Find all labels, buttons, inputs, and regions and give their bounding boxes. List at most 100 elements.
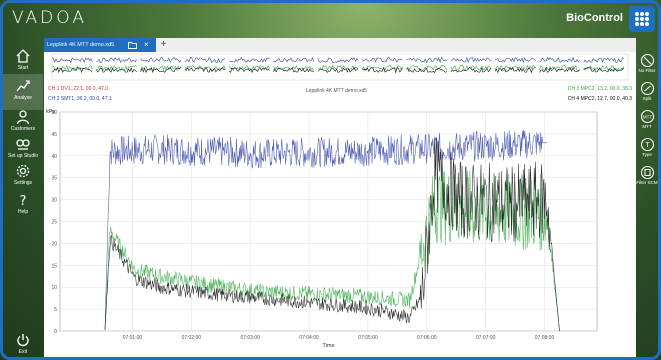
overview-series-line	[583, 67, 625, 73]
overview-series-line	[406, 56, 447, 64]
overview-series-line	[184, 66, 226, 73]
pressure-chart[interactable]: 0 5 10 15 20 25 30 35 40 45 50 07:01:00 07:02:00 07:0…	[44, 104, 636, 358]
y-axis-label: kPa	[46, 109, 56, 115]
home-icon	[16, 49, 30, 63]
overview-series-line	[140, 67, 182, 74]
x-tick-label: 07:06:00	[417, 335, 437, 341]
split-icon	[640, 81, 654, 96]
channel-4-label: CH 4 MPC2, 12.7, 00.0, 40.3	[567, 96, 632, 102]
folder-icon[interactable]	[128, 41, 137, 49]
overview-series-line	[140, 57, 182, 63]
nav-customers[interactable]: Customers	[3, 105, 43, 141]
x-tick-label: 07:02:00	[182, 335, 202, 341]
overview-series-line	[494, 64, 536, 71]
nav-customers-label: Customers	[10, 126, 36, 132]
nav-analyse[interactable]: Analyse	[3, 74, 43, 110]
overview-series-line	[273, 67, 314, 73]
app-logo: VADOA	[12, 8, 87, 28]
nav-settings-label: Settings	[13, 180, 33, 186]
overview-series-line	[539, 66, 580, 73]
overview-series-line	[406, 67, 447, 74]
brand-label: BioControl	[566, 12, 623, 24]
overview-series-line	[51, 66, 93, 74]
svg-text:?: ?	[20, 194, 27, 208]
gear-icon	[16, 164, 30, 178]
overview-series-line	[583, 65, 625, 72]
nav-start[interactable]: Start	[3, 44, 43, 80]
nav-settings[interactable]: Settings	[3, 159, 43, 195]
nav-help-label: Help	[17, 209, 29, 215]
apps-grid-button[interactable]	[629, 6, 655, 32]
left-nav: Start Analyse Customers Set up Studio Se…	[3, 38, 43, 357]
analyse-icon	[16, 80, 30, 92]
overview-series-line	[583, 57, 625, 63]
overview-title: Lepplink 4K MTT demo.xd5	[306, 88, 368, 94]
tool-filter-scm[interactable]: Filter SCM	[636, 164, 658, 190]
setup-icon	[16, 139, 30, 150]
overview-strip[interactable]	[44, 52, 636, 86]
channel-3-label: CH 3 MPC2, 13.2, 00.0, 38.3	[567, 86, 632, 92]
channel-2-label: CH 2 SMT1, 36.2, 00.0, 47.1	[48, 96, 112, 102]
series-line-2[interactable]	[104, 136, 560, 332]
y-tick-label: 35	[51, 176, 57, 182]
filter-scm-icon	[640, 165, 654, 180]
tab-bar: Lepplink 4K MTT demo.xd5 × +	[44, 38, 636, 52]
y-tick-label: 5	[54, 307, 57, 313]
tool-no-filter-label: No Filter	[638, 68, 656, 73]
tool-filter-scm-label: Filter SCM	[636, 180, 658, 185]
x-tick-label: 07:01:00	[123, 335, 143, 341]
overview-series-line	[96, 65, 137, 71]
x-tick-label: 07:07:00	[476, 335, 496, 341]
y-tick-label: 30	[51, 198, 57, 204]
overview-series-line	[228, 67, 270, 74]
top-bar: VADOA BioControl	[0, 0, 661, 38]
overview-series-line	[317, 66, 359, 73]
close-icon[interactable]: ×	[144, 40, 149, 49]
nav-analyse-label: Analyse	[14, 95, 32, 101]
y-tick-label: 25	[51, 220, 57, 226]
add-tab-button[interactable]: +	[160, 39, 167, 50]
series-line-0[interactable]	[104, 129, 547, 329]
person-icon	[16, 110, 30, 125]
nav-start-label: Start	[17, 65, 29, 71]
help-icon: ?	[20, 194, 27, 208]
tool-type[interactable]: T Type	[636, 136, 658, 162]
overview-series-line	[450, 56, 492, 63]
tool-no-filter[interactable]: No Filter	[636, 52, 658, 78]
overview-series-line	[229, 56, 270, 63]
tab-file[interactable]: Lepplink 4K MTT demo.xd5 ×	[44, 38, 156, 52]
overview-series-line	[361, 57, 403, 63]
y-tick-label: 0	[54, 329, 57, 335]
right-toolbar: No Filter Split MTT MTT T Type Filter SC…	[636, 38, 658, 357]
overview-series-line	[317, 57, 359, 63]
nav-exit[interactable]: Exit	[3, 328, 43, 360]
overview-series-line	[96, 57, 137, 63]
channel-1-label: CH 1 DV1, 22.1, 00.0, 47.0	[48, 86, 109, 92]
y-tick-label: 10	[51, 285, 57, 291]
power-icon	[17, 334, 29, 347]
tool-type-label: Type	[642, 152, 652, 157]
svg-text:T: T	[645, 142, 650, 149]
overview-series-line	[51, 57, 93, 64]
y-tick-label: 45	[51, 132, 57, 138]
tool-mtt[interactable]: MTT MTT	[636, 108, 658, 134]
overview-series-line	[273, 57, 315, 63]
overview-series-line	[539, 56, 580, 63]
overview-series-line	[317, 64, 359, 71]
tool-split-label: Split	[642, 96, 652, 101]
overview-plot[interactable]	[44, 52, 636, 86]
type-icon: T	[640, 137, 654, 152]
overview-series-line	[228, 65, 270, 72]
series-line-1[interactable]	[104, 166, 560, 332]
tool-split[interactable]: Split	[636, 80, 658, 106]
nav-setup[interactable]: Set up Studio	[3, 132, 43, 168]
nav-exit-label: Exit	[18, 349, 28, 355]
nav-setup-label: Set up Studio	[7, 153, 39, 159]
no-filter-icon	[640, 53, 654, 68]
tab-file-label: Lepplink 4K MTT demo.xd5	[47, 42, 115, 48]
overview-series-line	[184, 57, 226, 63]
overview-series-line	[495, 57, 536, 64]
x-tick-label: 07:04:00	[299, 335, 319, 341]
nav-help[interactable]: ? Help	[3, 188, 43, 224]
